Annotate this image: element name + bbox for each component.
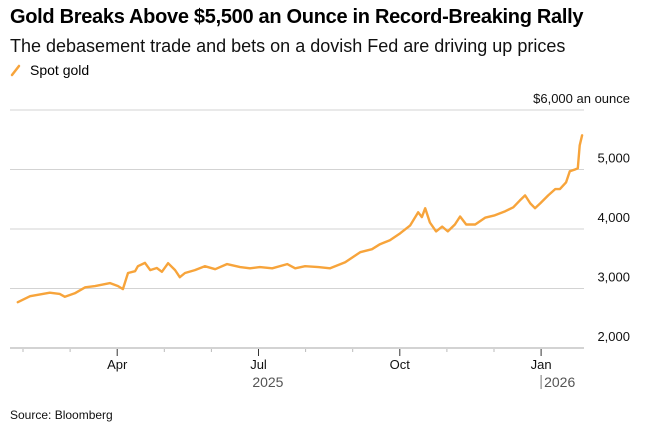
chart-title: Gold Breaks Above $5,500 an Ounce in Rec… bbox=[10, 6, 584, 28]
series-line-spot-gold bbox=[16, 134, 584, 304]
data-point bbox=[371, 248, 373, 250]
data-point bbox=[109, 282, 111, 284]
data-point bbox=[577, 167, 579, 169]
data-point bbox=[249, 267, 251, 269]
data-point bbox=[49, 292, 51, 294]
data-point bbox=[399, 232, 401, 234]
data-point bbox=[559, 188, 561, 190]
y-tick-label: $6,000 an ounce bbox=[533, 91, 630, 106]
data-point bbox=[17, 301, 19, 303]
data-point bbox=[547, 194, 549, 196]
data-point bbox=[84, 286, 86, 288]
data-point bbox=[94, 285, 96, 287]
y-tick-label: 2,000 bbox=[597, 329, 630, 344]
data-point bbox=[565, 181, 567, 183]
line-swatch-icon bbox=[10, 63, 22, 77]
source-note: Source: Bloomberg bbox=[10, 408, 113, 422]
chart-subtitle: The debasement trade and bets on a dovis… bbox=[10, 36, 566, 56]
data-point bbox=[359, 251, 361, 253]
data-point bbox=[379, 243, 381, 245]
grid-lines bbox=[10, 109, 584, 349]
data-point bbox=[137, 265, 139, 267]
data-point bbox=[524, 194, 526, 196]
data-point bbox=[59, 293, 61, 295]
data-point bbox=[174, 269, 176, 271]
data-point bbox=[465, 223, 467, 226]
data-point bbox=[286, 263, 288, 265]
data-point bbox=[512, 206, 514, 208]
y-tick-label: 4,000 bbox=[597, 210, 630, 225]
data-point bbox=[454, 223, 456, 226]
data-point bbox=[424, 207, 426, 209]
data-point bbox=[579, 144, 581, 146]
legend: Spot gold bbox=[10, 62, 89, 78]
data-point bbox=[134, 270, 136, 272]
data-point bbox=[194, 269, 196, 271]
data-point bbox=[574, 168, 576, 171]
data-point bbox=[149, 269, 151, 271]
data-point bbox=[117, 285, 119, 287]
series-layer bbox=[16, 134, 584, 304]
data-point bbox=[484, 217, 486, 219]
data-point bbox=[239, 266, 241, 268]
data-point bbox=[214, 268, 216, 270]
data-point bbox=[259, 266, 261, 268]
year-label: 2026 bbox=[544, 374, 575, 390]
data-point bbox=[417, 211, 419, 213]
data-point bbox=[144, 262, 146, 264]
y-tick-label: 3,000 bbox=[597, 270, 630, 285]
data-point bbox=[271, 267, 273, 269]
data-point bbox=[421, 216, 423, 218]
x-tick-label: Apr bbox=[107, 357, 128, 372]
x-tick-label: Oct bbox=[390, 357, 411, 372]
data-point bbox=[344, 261, 346, 263]
data-point bbox=[64, 296, 66, 298]
data-point bbox=[429, 221, 431, 224]
data-point bbox=[474, 223, 476, 226]
data-point bbox=[409, 224, 411, 226]
data-point bbox=[156, 267, 158, 269]
data-point bbox=[127, 272, 129, 274]
data-point bbox=[554, 188, 556, 190]
data-point bbox=[294, 267, 296, 269]
y-tick-label: 5,000 bbox=[597, 151, 630, 166]
data-point bbox=[539, 202, 541, 204]
data-point bbox=[529, 202, 531, 204]
data-point bbox=[441, 226, 443, 228]
data-point bbox=[226, 263, 228, 265]
data-point bbox=[581, 134, 583, 136]
year-label: 2025 bbox=[252, 374, 283, 390]
data-point bbox=[122, 288, 124, 290]
data-point bbox=[317, 266, 319, 268]
data-point bbox=[179, 276, 181, 278]
data-point bbox=[329, 267, 331, 269]
data-point bbox=[389, 239, 391, 241]
x-tick-label: Jan bbox=[531, 357, 552, 372]
data-point bbox=[569, 170, 571, 172]
chart-plot: Apr Jul Oct Jan 2025 2026 $6,000 an ounce 5,00… bbox=[10, 91, 630, 390]
data-point bbox=[447, 230, 449, 232]
data-point bbox=[74, 292, 76, 294]
data-point bbox=[459, 215, 461, 218]
data-point bbox=[534, 207, 536, 209]
data-point bbox=[167, 262, 169, 264]
data-point bbox=[494, 214, 496, 216]
data-point bbox=[161, 271, 163, 273]
x-tick-label: Jul bbox=[250, 357, 267, 372]
data-point bbox=[204, 265, 206, 267]
legend-label-spot-gold: Spot gold bbox=[30, 62, 90, 78]
data-point bbox=[519, 199, 521, 201]
data-point bbox=[504, 210, 506, 212]
data-point bbox=[29, 295, 31, 297]
data-point bbox=[435, 230, 437, 232]
data-point bbox=[304, 265, 306, 267]
data-point bbox=[39, 293, 41, 295]
x-axis: Apr Jul Oct Jan 2025 2026 bbox=[22, 349, 575, 390]
y-axis: $6,000 an ounce 5,000 4,000 3,000 2,000 bbox=[533, 91, 630, 344]
data-point bbox=[184, 272, 186, 274]
